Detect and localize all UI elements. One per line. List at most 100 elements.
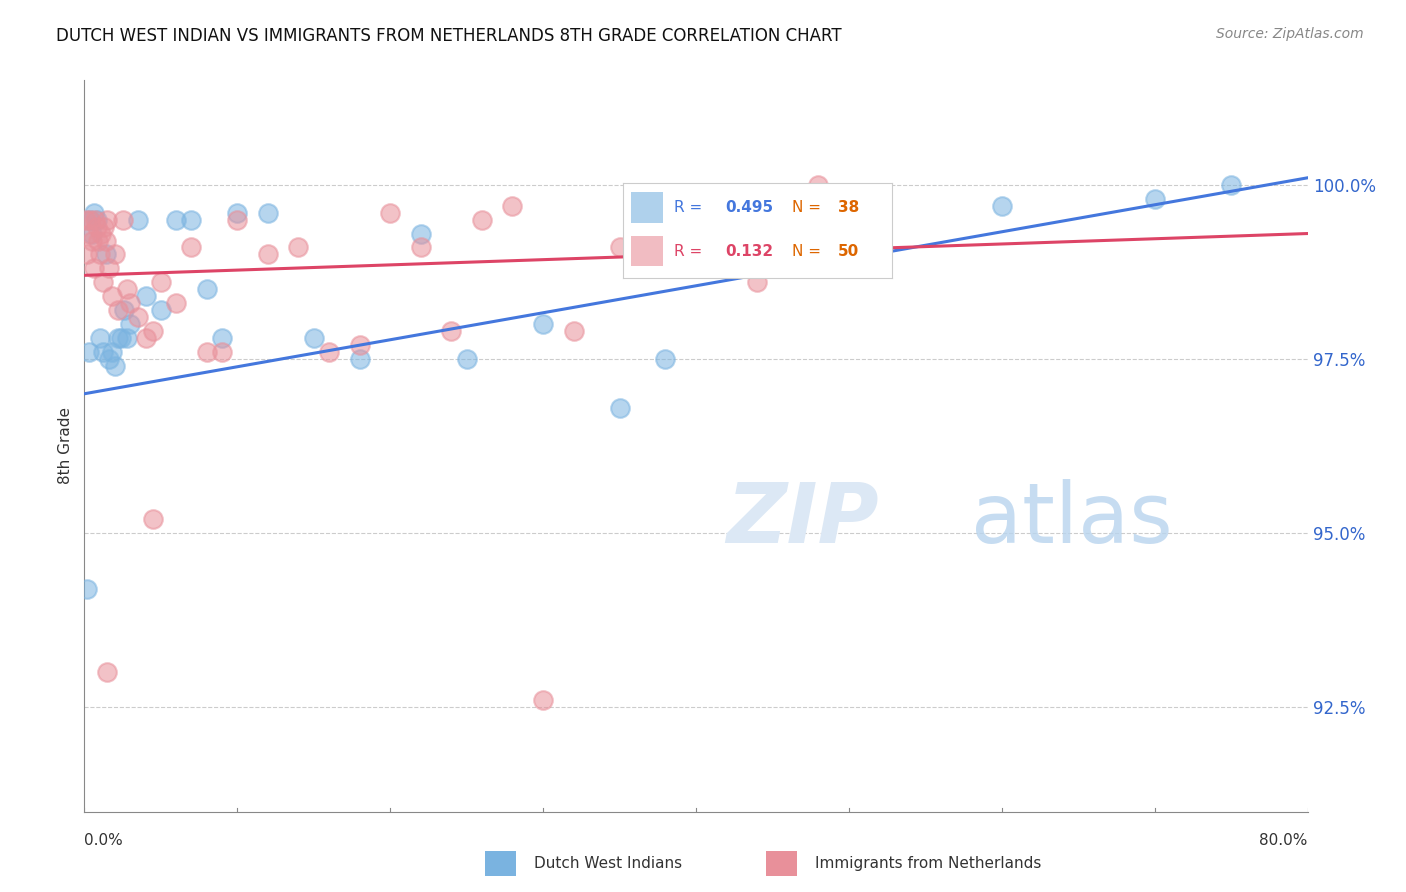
Point	[226, 205, 249, 219]
Point	[211, 331, 233, 345]
Text: Immigrants from Netherlands: Immigrants from Netherlands	[815, 856, 1042, 871]
Point	[761, 205, 783, 219]
Point	[531, 693, 554, 707]
Point	[502, 199, 524, 213]
Point	[89, 247, 111, 261]
Text: 0.132: 0.132	[725, 244, 773, 259]
Point	[97, 351, 120, 366]
Point	[531, 317, 554, 331]
Point	[76, 247, 98, 261]
Point	[79, 212, 101, 227]
Point	[94, 247, 117, 261]
Point	[226, 212, 249, 227]
Point	[562, 324, 585, 338]
Point	[127, 310, 149, 325]
Point	[120, 317, 142, 331]
Point	[84, 212, 107, 227]
Text: 50: 50	[838, 244, 859, 259]
Point	[609, 240, 631, 254]
Point	[302, 331, 325, 345]
Point	[77, 227, 100, 241]
Point	[104, 359, 127, 373]
Point	[180, 212, 202, 227]
Bar	[631, 235, 664, 267]
Point	[97, 261, 120, 276]
Point	[1143, 192, 1166, 206]
Point	[380, 205, 402, 219]
Point	[349, 338, 371, 352]
Point	[89, 331, 111, 345]
Point	[111, 212, 134, 227]
Text: R =: R =	[673, 244, 702, 259]
Point	[83, 261, 105, 276]
Point	[869, 205, 891, 219]
Point	[149, 303, 172, 318]
Y-axis label: 8th Grade: 8th Grade	[58, 408, 73, 484]
Point	[180, 240, 202, 254]
Point	[257, 247, 280, 261]
Point	[211, 345, 233, 359]
Point	[80, 234, 103, 248]
Point	[120, 296, 142, 310]
Text: N =: N =	[792, 244, 821, 259]
Point	[76, 582, 98, 596]
Point	[75, 212, 97, 227]
Point	[1220, 178, 1243, 192]
Point	[195, 282, 218, 296]
Point	[149, 275, 172, 289]
Point	[80, 227, 103, 241]
Point	[110, 331, 132, 345]
Point	[318, 345, 340, 359]
Point	[654, 205, 676, 219]
Text: ZIP: ZIP	[727, 479, 879, 559]
Point	[165, 212, 187, 227]
Point	[91, 275, 114, 289]
Point	[79, 212, 101, 227]
Point	[654, 351, 676, 366]
Point	[165, 296, 187, 310]
Point	[127, 212, 149, 227]
Point	[456, 351, 478, 366]
Point	[838, 205, 860, 219]
Text: 38: 38	[838, 200, 859, 215]
Point	[440, 324, 463, 338]
Point	[101, 345, 124, 359]
Point	[747, 275, 769, 289]
Point	[142, 512, 165, 526]
Point	[115, 282, 138, 296]
Point	[101, 289, 124, 303]
Bar	[631, 192, 664, 223]
Point	[90, 227, 112, 241]
Point	[409, 240, 432, 254]
Point	[83, 205, 105, 219]
Text: Dutch West Indians: Dutch West Indians	[534, 856, 682, 871]
Point	[77, 345, 100, 359]
Point	[94, 234, 117, 248]
Point	[609, 401, 631, 415]
Point	[86, 219, 108, 234]
Point	[91, 345, 114, 359]
Point	[86, 212, 108, 227]
Text: Source: ZipAtlas.com: Source: ZipAtlas.com	[1216, 27, 1364, 41]
Point	[87, 234, 110, 248]
Point	[195, 345, 218, 359]
Point	[142, 324, 165, 338]
Text: N =: N =	[792, 200, 821, 215]
Text: 0.495: 0.495	[725, 200, 773, 215]
Point	[991, 199, 1014, 213]
Point	[471, 212, 494, 227]
Point	[96, 212, 118, 227]
Point	[112, 303, 135, 318]
Point	[107, 331, 129, 345]
Text: 80.0%: 80.0%	[1260, 832, 1308, 847]
Point	[807, 178, 830, 192]
Point	[96, 665, 118, 680]
Text: 0.0%: 0.0%	[84, 832, 124, 847]
Text: DUTCH WEST INDIAN VS IMMIGRANTS FROM NETHERLANDS 8TH GRADE CORRELATION CHART: DUTCH WEST INDIAN VS IMMIGRANTS FROM NET…	[56, 27, 842, 45]
Text: atlas: atlas	[972, 479, 1173, 559]
Point	[135, 289, 157, 303]
Text: R =: R =	[673, 200, 702, 215]
Point	[93, 219, 115, 234]
Point	[287, 240, 309, 254]
Point	[135, 331, 157, 345]
